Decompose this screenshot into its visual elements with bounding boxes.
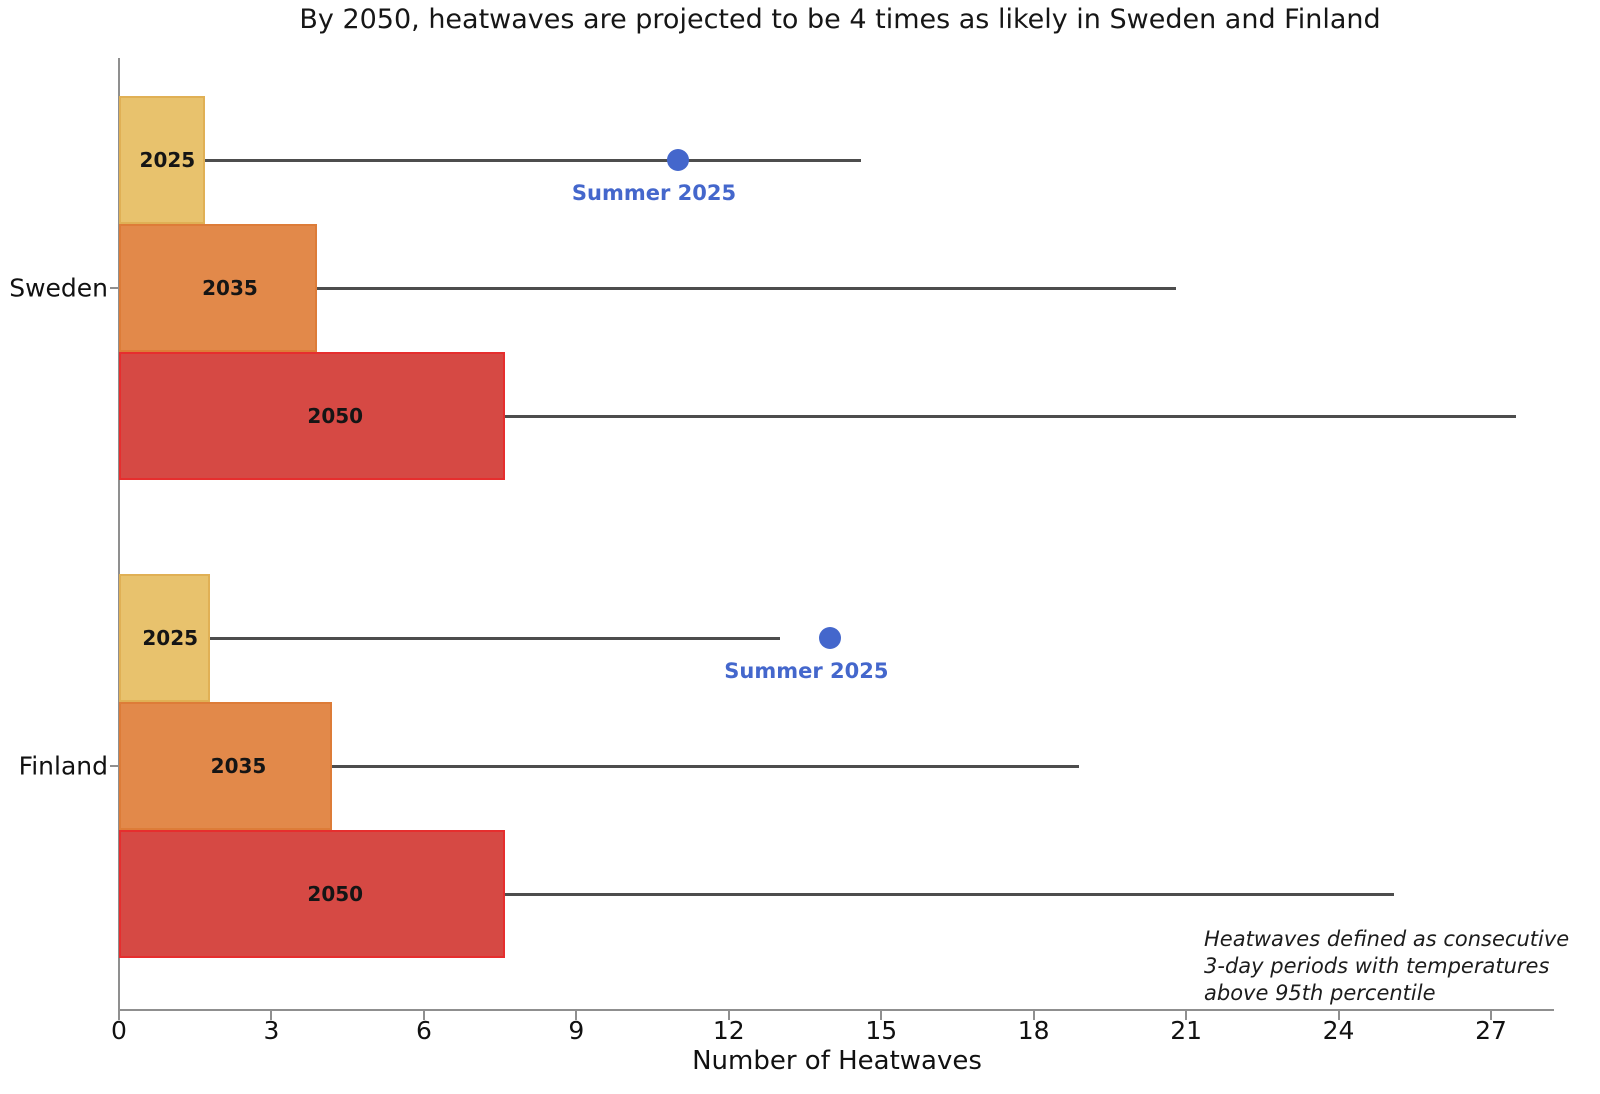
bar-year-label-finland-2025: 2025 [142,626,199,650]
y-tick-mark [110,287,119,289]
bar-sweden-2035 [119,224,318,352]
summer-2025-label-finland: Summer 2025 [724,659,889,683]
x-tick-label: 3 [263,1016,280,1045]
x-tick-mark [1337,1011,1340,1020]
footnote-line-2: 3-day periods with temperatures [1204,954,1550,978]
bar-finland-2025 [119,574,211,702]
bar-finland-2050 [119,830,506,958]
whisker-finland-2050 [505,892,1395,896]
whisker-sweden-2035 [317,286,1176,290]
y-label-sweden: Sweden [9,273,108,303]
x-tick-label: 0 [111,1016,127,1045]
x-tick-mark [422,1011,425,1020]
x-axis-spine [118,1009,1554,1011]
x-tick-label: 21 [1170,1016,1203,1045]
bar-year-label-sweden-2050: 2050 [307,404,364,428]
x-tick-label: 9 [568,1016,585,1045]
x-tick-mark [727,1011,730,1020]
bar-sweden-2050 [119,352,506,480]
footnote-annotation: Heatwaves defined as consecutive 3-day p… [1204,926,1594,1007]
whisker-finland-2025 [210,636,780,640]
y-axis-spine [118,58,120,1010]
x-tick-mark [575,1011,578,1020]
x-tick-label: 24 [1322,1016,1355,1045]
y-tick-mark [110,765,119,767]
x-tick-mark [1032,1011,1035,1020]
x-tick-mark [1185,1011,1188,1020]
bar-year-label-sweden-2035: 2035 [202,276,258,300]
whisker-sweden-2050 [505,414,1517,418]
summer-2025-dot-sweden [666,149,689,171]
bar-year-label-finland-2035: 2035 [210,754,267,778]
x-tick-mark [1490,1011,1493,1020]
x-tick-label: 12 [712,1016,745,1045]
x-tick-mark [880,1011,883,1020]
bar-sweden-2025 [119,96,206,224]
y-label-finland: Finland [18,751,108,781]
bar-year-label-sweden-2025: 2025 [139,148,196,172]
footnote-line-3: above 95th percentile [1204,981,1436,1005]
x-tick-label: 27 [1475,1016,1507,1045]
x-axis-label: Number of Heatwaves [692,1046,982,1076]
x-tick-mark [118,1011,120,1020]
x-tick-mark [270,1011,273,1020]
x-tick-label: 15 [865,1016,898,1045]
footnote-line-1: Heatwaves defined as consecutive [1204,927,1570,951]
bar-finland-2035 [119,702,333,830]
summer-2025-label-sweden: Summer 2025 [571,181,737,205]
summer-2025-dot-finland [819,627,842,649]
x-tick-label: 18 [1017,1016,1050,1045]
whisker-finland-2035 [332,764,1080,768]
x-tick-label: 6 [415,1016,432,1045]
chart-title: By 2050, heatwaves are projected to be 4… [299,4,1381,35]
bar-year-label-finland-2050: 2050 [307,882,364,906]
whisker-sweden-2025 [205,158,861,162]
